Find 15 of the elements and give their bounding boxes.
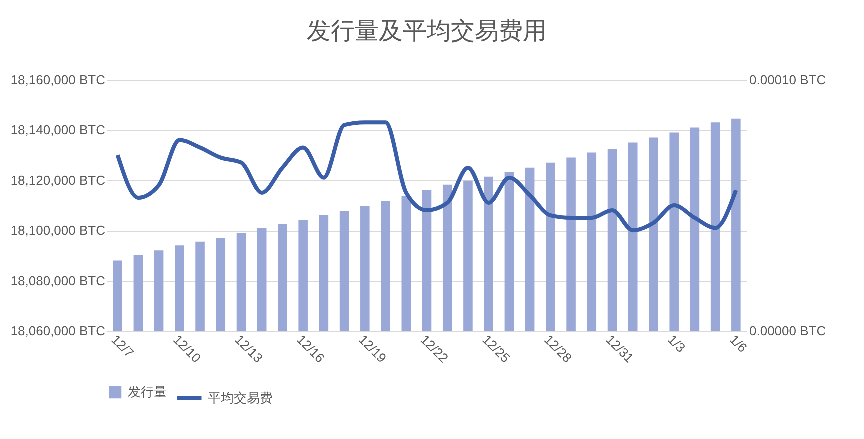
legend-label: 发行量 — [128, 384, 167, 400]
y-tick-label: 18,140,000 BTC — [10, 122, 106, 138]
y-tick-label: 18,160,000 BTC — [10, 72, 106, 88]
y-tick-label: 18,060,000 BTC — [10, 324, 106, 338]
x-tick-label: 1/6 — [726, 332, 750, 356]
y-tick-label: 18,080,000 BTC — [10, 273, 106, 288]
y2-tick-label: 0.00000 BTC — [750, 324, 826, 338]
y2-tick-label: 0.00010 BTC — [750, 72, 826, 88]
line-series — [116, 120, 738, 233]
y-tick-label: 18,120,000 BTC — [10, 172, 106, 188]
legend-label: 平均交易费 — [208, 390, 273, 406]
x-tick-label: 12/7 — [108, 332, 138, 361]
chart-title: 发行量及平均交易费用 — [307, 18, 547, 45]
x-tick-label: 1/3 — [665, 332, 689, 356]
y-tick-label: 18,100,000 BTC — [10, 223, 106, 238]
